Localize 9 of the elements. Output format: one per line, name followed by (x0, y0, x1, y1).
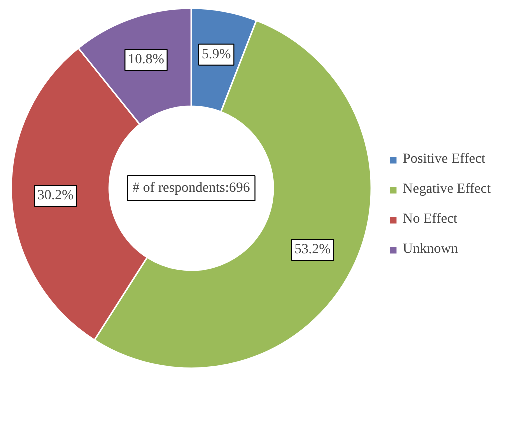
legend-label: Negative Effect (403, 182, 491, 198)
data-label: 10.8% (128, 52, 165, 68)
data-label: 30.2% (38, 188, 74, 204)
text: # of respondents:696 (132, 181, 250, 196)
data-label: 53.2% (294, 242, 332, 258)
legend-label: Unknown (403, 242, 458, 258)
legend-label: No Effect (403, 212, 458, 228)
data-label: 5.9% (202, 47, 232, 62)
legend-label: Positive Effect (403, 152, 486, 168)
